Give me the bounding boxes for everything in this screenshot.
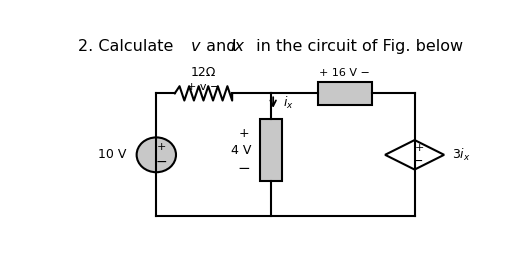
Text: ix: ix	[230, 39, 244, 54]
Text: +: +	[157, 142, 166, 152]
Text: 12Ω: 12Ω	[191, 66, 216, 79]
Bar	[260, 119, 282, 181]
Text: +: +	[238, 127, 249, 140]
Text: and: and	[200, 39, 241, 54]
Text: + v −: + v −	[187, 82, 220, 92]
Text: $3i_x$: $3i_x$	[452, 147, 471, 163]
Text: 4 V: 4 V	[231, 144, 252, 157]
Text: in the circuit of Fig. below: in the circuit of Fig. below	[251, 39, 463, 54]
Text: v: v	[191, 39, 200, 54]
Text: 10 V: 10 V	[98, 148, 126, 161]
Polygon shape	[385, 140, 444, 169]
Text: +: +	[415, 143, 424, 153]
Text: + 16 V −: + 16 V −	[320, 68, 370, 78]
Text: −: −	[237, 161, 250, 176]
Text: −: −	[156, 155, 167, 169]
Bar	[318, 82, 371, 105]
Text: 2. Calculate: 2. Calculate	[78, 39, 179, 54]
Text: −: −	[413, 155, 423, 168]
Text: $i_x$: $i_x$	[284, 94, 294, 111]
Ellipse shape	[136, 138, 176, 172]
